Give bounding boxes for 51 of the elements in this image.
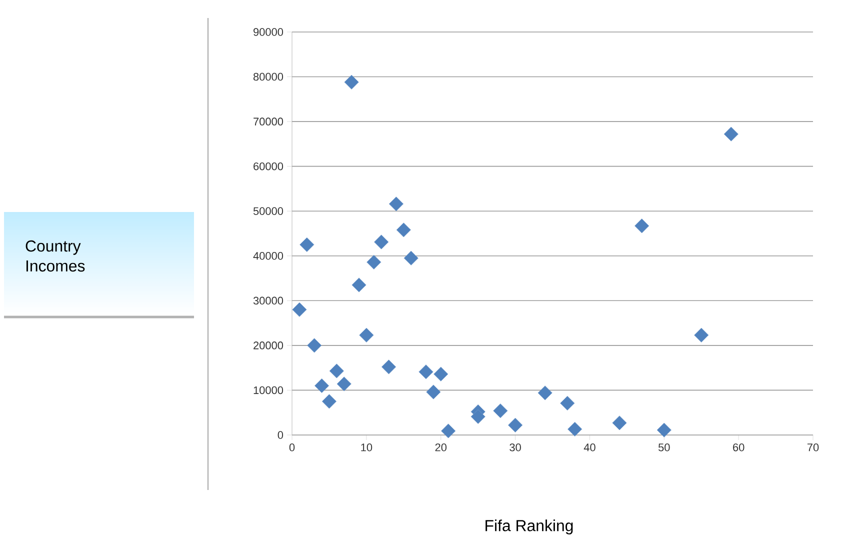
- point: [612, 416, 627, 430]
- point: [366, 254, 382, 270]
- y-tick-label: 60000: [254, 162, 284, 170]
- point: [292, 302, 307, 317]
- point: [381, 360, 396, 374]
- point: [359, 328, 374, 342]
- point: [568, 422, 582, 436]
- y-tick-label: 0: [278, 431, 284, 439]
- x-tick-label: 50: [658, 444, 670, 452]
- point: [344, 74, 359, 90]
- point: [404, 250, 418, 266]
- y-tick-label: 70000: [254, 118, 284, 126]
- x-tick-label: 40: [584, 444, 596, 452]
- point: [538, 386, 552, 400]
- point: [493, 404, 508, 418]
- point: [396, 222, 411, 238]
- x-tick-label: 20: [435, 444, 447, 452]
- y-tick-label: 80000: [253, 72, 284, 81]
- point: [656, 422, 672, 438]
- point: [470, 409, 486, 424]
- x-tick-label: 60: [733, 444, 744, 452]
- y-tick-label: 30000: [253, 296, 284, 305]
- point: [724, 126, 738, 142]
- point: [329, 364, 344, 378]
- point: [694, 328, 709, 342]
- point: [300, 237, 314, 252]
- point: [388, 196, 404, 212]
- point: [434, 366, 448, 382]
- point: [314, 378, 330, 393]
- point: [322, 394, 336, 409]
- y-tick-label: 10000: [254, 386, 284, 394]
- point: [441, 424, 456, 438]
- x-axis-title: Fifa Ranking: [486, 520, 573, 534]
- point: [426, 384, 441, 400]
- point: [634, 218, 650, 234]
- y-tick-label: 20000: [254, 342, 284, 350]
- x-tick-label: 70: [807, 444, 819, 452]
- point: [560, 396, 575, 410]
- y-tick-label: 90000: [254, 28, 284, 36]
- x-tick-label: 10: [361, 444, 372, 452]
- point: [508, 418, 523, 432]
- point: [336, 376, 352, 392]
- point: [418, 364, 434, 380]
- text: Country Incomes: [26, 240, 85, 272]
- y-tick-label: 40000: [253, 252, 284, 260]
- point: [352, 278, 366, 292]
- point: [307, 338, 322, 353]
- x-tick-label: 30: [510, 444, 521, 452]
- x-tick-label: 0: [289, 444, 295, 452]
- point: [374, 234, 389, 250]
- y-tick-label: 50000: [253, 207, 284, 215]
